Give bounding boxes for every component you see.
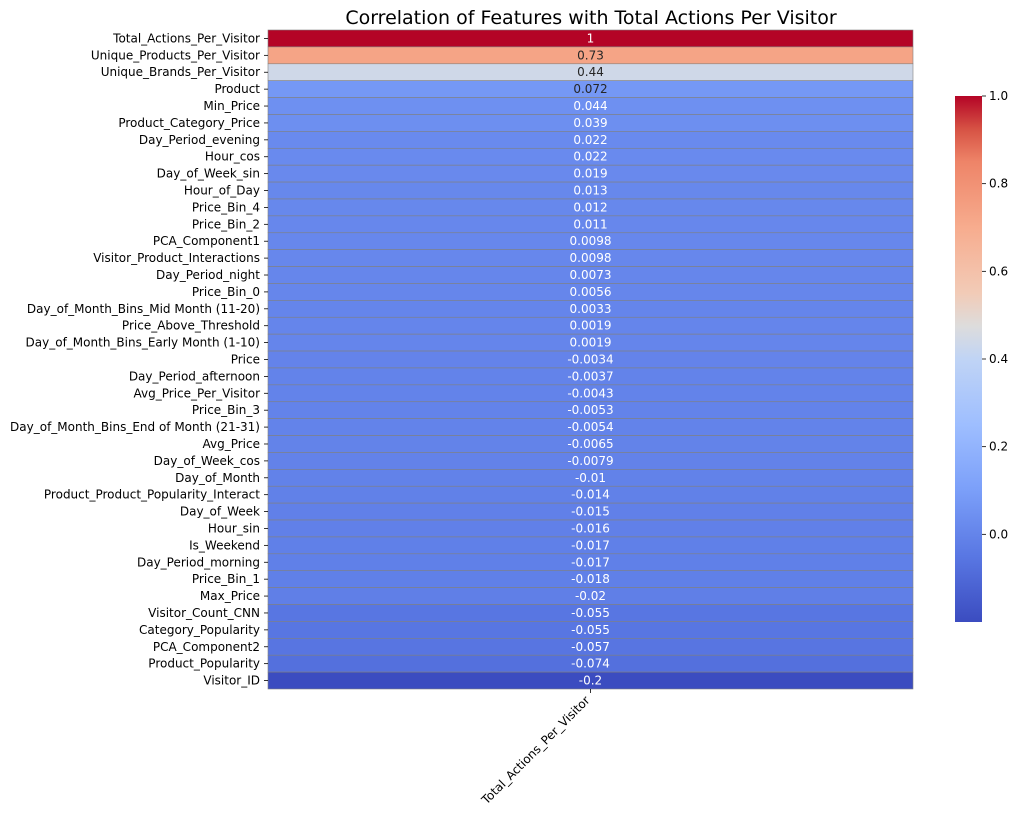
cell-value-label: -0.017 [571,555,610,569]
row-label: Product [214,82,260,96]
cell-value-label: 0.0073 [570,268,612,282]
cell-value-label: -0.0037 [567,369,613,383]
cell-value-label: -0.057 [571,640,610,654]
cell-value-label: -0.055 [571,606,610,620]
cell-value-label: 0.022 [573,133,607,147]
row-label: Day_of_Week_cos [154,454,260,468]
row-label: Category_Popularity [139,623,260,637]
row-label: Day_of_Month_Bins_End of Month (21-31) [10,420,260,434]
row-label: Price_Bin_3 [192,403,260,417]
row-label: Product_Popularity [148,657,260,671]
cell-value-label: 0.44 [577,65,604,79]
cell-value-label: -0.0079 [567,454,613,468]
cell-value-label: -0.0034 [567,353,613,367]
row-label: Day_of_Month_Bins_Early Month (1-10) [26,336,260,350]
cell-value-label: 0.0098 [570,251,612,265]
row-label: Total_Actions_Per_Visitor [112,31,260,45]
cell-value-label: -0.0043 [567,386,613,400]
cell-value-label: 0.072 [573,82,607,96]
row-label: Day_Period_evening [139,133,260,147]
row-label: Day_of_Week [180,505,260,519]
x-tick-label: Total_Actions_Per_Visitor [478,693,592,807]
cell-value-label: 0.019 [573,167,607,181]
cell-value-label: 0.0019 [570,336,612,350]
colorbar-tick-label: 0.2 [989,440,1008,454]
row-label: Avg_Price_Per_Visitor [134,386,261,400]
cell-value-label: -0.015 [571,505,610,519]
row-label: Visitor_Count_CNN [148,606,260,620]
row-label: Day_of_Month [175,471,260,485]
row-label: Visitor_Product_Interactions [93,251,260,265]
cell-value-label: -0.055 [571,623,610,637]
row-label: Day_Period_afternoon [129,369,260,383]
cell-value-label: -0.2 [579,674,602,688]
row-label: Price [231,353,260,367]
row-label: Min_Price [203,99,260,113]
cell-value-label: 0.0033 [570,302,612,316]
cell-value-label: -0.014 [571,488,610,502]
row-label: Day_of_Week_sin [157,167,260,181]
row-label: Product_Category_Price [118,116,260,130]
cell-value-label: 0.012 [573,200,607,214]
cell-value-label: -0.02 [575,589,606,603]
row-label: Product_Product_Popularity_Interact [44,488,260,502]
cell-value-label: -0.018 [571,572,610,586]
colorbar-tick-label: 0.0 [989,527,1008,541]
cell-value-label: 0.0056 [570,285,612,299]
x-axis: Total_Actions_Per_Visitor [478,689,593,808]
cell-value-label: -0.074 [571,657,610,671]
row-label: Price_Bin_0 [192,285,260,299]
cell-value-label: 0.022 [573,150,607,164]
colorbar-gradient [955,96,982,622]
cell-value-label: 1 [587,31,595,45]
cell-value-label: 0.044 [573,99,607,113]
cell-value-label: -0.017 [571,538,610,552]
chart-title: Correlation of Features with Total Actio… [345,7,837,29]
colorbar-tick-label: 0.8 [989,177,1008,191]
row-label: Price_Above_Threshold [122,319,260,333]
row-label: Unique_Brands_Per_Visitor [101,65,260,79]
cell-value-label: 0.0098 [570,234,612,248]
cell-value-label: 0.73 [577,48,604,62]
row-label: Price_Bin_1 [192,572,260,586]
row-label: Is_Weekend [189,538,260,552]
cell-value-label: 0.013 [573,184,607,198]
row-label: Hour_of_Day [184,184,260,198]
row-label: Hour_sin [208,521,260,535]
row-label: Price_Bin_4 [192,200,260,214]
row-label: Day_Period_night [156,268,260,282]
row-label: PCA_Component2 [153,640,260,654]
row-label: Visitor_ID [203,674,260,688]
row-label: Day_Period_morning [137,555,260,569]
cell-value-label: 0.0019 [570,319,612,333]
cell-value-label: 0.039 [573,116,607,130]
cell-value-label: 0.011 [573,217,607,231]
colorbar-tick-label: 0.6 [989,264,1008,278]
row-label: PCA_Component1 [153,234,260,248]
colorbar-tick-label: 0.4 [989,352,1008,366]
row-label: Unique_Products_Per_Visitor [91,48,260,62]
row-label: Max_Price [200,589,260,603]
cell-value-label: -0.0065 [567,437,613,451]
row-label: Hour_cos [205,150,260,164]
colorbar-tick-label: 1.0 [989,89,1008,103]
cell-value-label: -0.0053 [567,403,613,417]
cell-value-label: -0.01 [575,471,606,485]
cell-value-label: -0.0054 [567,420,613,434]
cell-value-label: -0.016 [571,521,610,535]
row-label: Day_of_Month_Bins_Mid Month (11-20) [27,302,260,316]
colorbar: 1.0 0.8 0.6 0.4 0.2 0.0 [955,89,1008,622]
heatmap-rows: 1 Total_Actions_Per_Visitor 0.73 Unique_Pro… [10,29,914,690]
row-label: Avg_Price [203,437,261,451]
row-label: Price_Bin_2 [192,217,260,231]
